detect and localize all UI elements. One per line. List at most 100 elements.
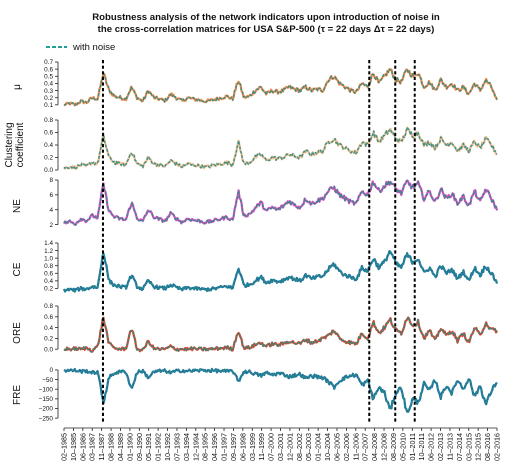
x-tick-label: 08–1988 bbox=[107, 433, 116, 461]
y-tick-label: 4 bbox=[49, 207, 53, 214]
x-tick-label: 10–1992 bbox=[163, 433, 172, 461]
y-tick-label: 0.3 bbox=[44, 88, 53, 95]
x-tick-label: 01–1997 bbox=[220, 433, 229, 461]
x-tick-label: 09–1997 bbox=[229, 433, 238, 461]
y-tick-label: 0.2 bbox=[44, 155, 53, 162]
x-tick-label: 12–1994 bbox=[191, 433, 200, 461]
noise-series-line bbox=[63, 126, 498, 170]
x-tick-label: 12–2008 bbox=[380, 433, 389, 461]
y-axis-label: Clusteringcoefficient bbox=[4, 122, 26, 167]
series-line bbox=[63, 367, 498, 413]
y-tick-label: 0.6 bbox=[44, 270, 53, 277]
x-tick-label: 05–2003 bbox=[304, 433, 313, 461]
y-tick-label: 6 bbox=[49, 192, 53, 199]
x-tick-label: 07–2007 bbox=[361, 433, 370, 461]
y-tick-label: 0.4 bbox=[44, 325, 53, 332]
y-tick-label: 8 bbox=[49, 177, 53, 184]
y-axis-label: μ bbox=[12, 84, 23, 90]
x-tick-label: 05–1991 bbox=[144, 433, 153, 461]
x-tick-label: 03–1994 bbox=[182, 433, 191, 461]
x-tick-label: 06–2005 bbox=[332, 433, 341, 461]
x-axis: 02–1985 10–1985 06–1986 03–1987 11–1987 08–19… bbox=[60, 427, 502, 461]
x-tick-label: 08–2002 bbox=[295, 433, 304, 461]
legend: with noise bbox=[46, 42, 115, 53]
y-tick-label: 2 bbox=[49, 222, 53, 229]
x-tick-label: 08–1995 bbox=[201, 433, 210, 461]
legend-label: with noise bbox=[72, 42, 115, 53]
y-tick-label: 0 bbox=[49, 367, 53, 374]
panel-4: 1.41.21.00.80.60.40.2 CE bbox=[12, 240, 499, 293]
series-line bbox=[63, 126, 498, 170]
panel-6: 0 −50 −100 −150 −200 −250 FRE bbox=[12, 367, 498, 422]
y-tick-label: 0.0 bbox=[44, 167, 53, 174]
x-tick-label: 10–2004 bbox=[323, 433, 332, 461]
x-tick-label: 03–1999 bbox=[248, 433, 257, 461]
panel-2: 0.8 0.6 0.4 0.2 0.0 Clusteringcoefficient bbox=[4, 117, 498, 174]
y-axis-label: FRE bbox=[12, 385, 23, 405]
y-axis-label-line: coefficient bbox=[15, 122, 26, 167]
x-tick-label: 10–1985 bbox=[69, 433, 78, 461]
y-tick-label: 0.6 bbox=[44, 130, 53, 137]
y-axis-label: NE bbox=[12, 199, 23, 213]
noise-series-line bbox=[63, 250, 498, 292]
noise-series-line bbox=[63, 68, 498, 107]
y-tick-label: 0.4 bbox=[44, 81, 53, 88]
x-tick-label: 04–1996 bbox=[210, 433, 219, 461]
y-tick-label: 1.2 bbox=[44, 248, 53, 255]
x-tick-label: 08–2009 bbox=[389, 433, 398, 461]
y-tick-label: 0.4 bbox=[44, 142, 53, 149]
y-tick-label: 0.8 bbox=[44, 263, 53, 270]
series-line bbox=[63, 179, 499, 226]
y-tick-label: 0.8 bbox=[44, 117, 53, 124]
x-tick-label: 12–2001 bbox=[285, 433, 294, 461]
x-tick-label: 02–2013 bbox=[436, 433, 445, 461]
y-axis-label: ORE bbox=[12, 322, 23, 344]
x-tick-label: 08–2016 bbox=[483, 433, 492, 461]
x-tick-label: 02–2016 bbox=[493, 433, 502, 461]
x-tick-label: 02–1985 bbox=[60, 433, 69, 461]
x-tick-label: 01–1992 bbox=[154, 433, 163, 461]
y-tick-label: 1.0 bbox=[44, 255, 53, 262]
panel-1: 0.70.60.50.40.30.20.1 μ bbox=[12, 59, 499, 109]
noise-series-line bbox=[63, 368, 498, 413]
y-tick-label: −150 bbox=[39, 396, 54, 403]
y-tick-label: 0.7 bbox=[44, 59, 53, 66]
y-tick-label: −50 bbox=[42, 377, 53, 384]
y-tick-label: 0.2 bbox=[44, 286, 53, 293]
x-tick-label: 01–2004 bbox=[314, 433, 323, 461]
x-tick-label: 11–1999 bbox=[257, 433, 266, 460]
noise-series-line bbox=[63, 180, 498, 226]
x-tick-label: 07–2000 bbox=[267, 433, 276, 461]
y-tick-label: 0.6 bbox=[44, 314, 53, 321]
x-tick-label: 04–2008 bbox=[370, 433, 379, 461]
x-tick-label: 03–1987 bbox=[88, 433, 97, 461]
x-tick-label: 06–1998 bbox=[238, 433, 247, 461]
x-tick-label: 07–2014 bbox=[455, 433, 464, 461]
x-tick-label: 01–1990 bbox=[125, 433, 134, 461]
x-tick-label: 05–2010 bbox=[398, 433, 407, 461]
x-tick-label: 11–1987 bbox=[97, 433, 106, 460]
x-tick-label: 12–2015 bbox=[474, 433, 483, 461]
x-tick-label: 11–2006 bbox=[351, 433, 360, 460]
y-tick-label: 0.2 bbox=[44, 336, 53, 343]
x-tick-label: 02–2006 bbox=[342, 433, 351, 461]
y-tick-label: 0.0 bbox=[44, 346, 53, 353]
x-tick-label: 09–1990 bbox=[135, 433, 144, 461]
y-tick-label: −100 bbox=[39, 386, 54, 393]
panel-5: 0.8 0.6 0.4 0.2 0.0 ORE bbox=[12, 303, 498, 353]
x-tick-label: 07–1993 bbox=[172, 433, 181, 461]
x-tick-label: 03–2001 bbox=[276, 433, 285, 461]
y-axis-label-line: Clustering bbox=[4, 122, 15, 167]
y-tick-label: 0.4 bbox=[44, 278, 53, 285]
x-tick-label: 06–1986 bbox=[78, 433, 87, 461]
y-tick-label: −250 bbox=[39, 415, 54, 422]
y-tick-label: 0.1 bbox=[44, 102, 53, 109]
chart-title-line2: the cross-correlation matrices for USA S… bbox=[98, 24, 435, 35]
x-tick-label: 01–2011 bbox=[408, 433, 417, 460]
y-tick-label: 0.6 bbox=[44, 66, 53, 73]
x-tick-label: 03–2015 bbox=[464, 433, 473, 461]
series-line bbox=[62, 250, 499, 293]
x-tick-label: 06–2012 bbox=[427, 433, 436, 461]
panels: 0.70.60.50.40.30.20.1μ0.80.60.40.20.0Clu… bbox=[4, 59, 499, 422]
x-tick-label: 11–2013 bbox=[445, 433, 454, 460]
